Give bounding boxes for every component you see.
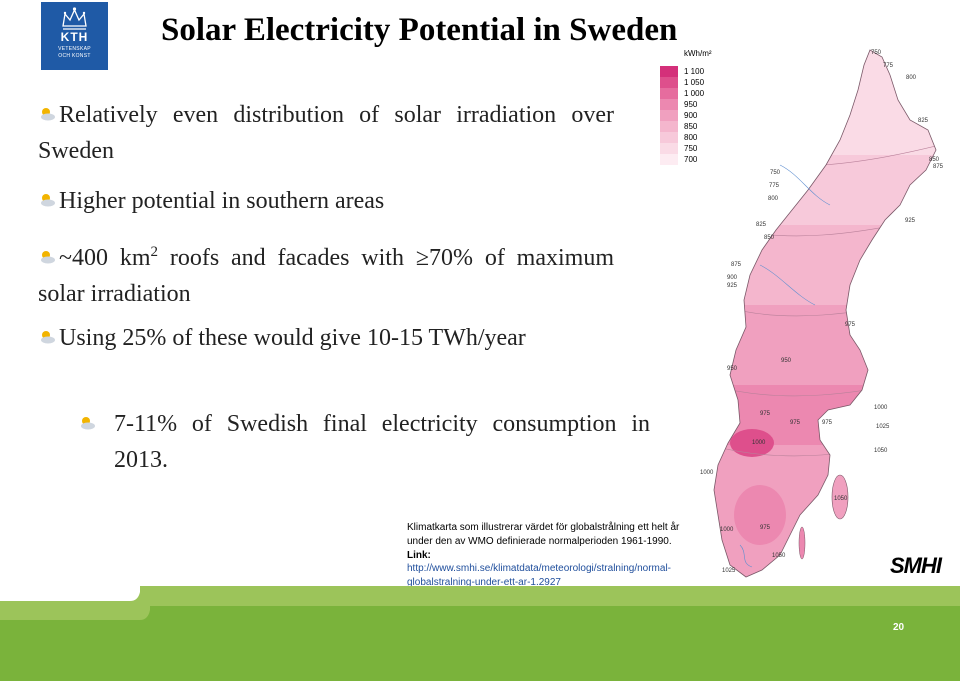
contour-label: 825 xyxy=(756,222,767,228)
contour-label: 850 xyxy=(929,157,940,163)
legend-row: 1 000 xyxy=(660,88,760,100)
legend-swatch xyxy=(660,77,678,88)
contour-label: 825 xyxy=(918,118,929,124)
legend-swatch xyxy=(660,143,678,154)
bullet-4: Using 25% of these would give 10-15 TWh/… xyxy=(38,320,614,356)
caption-link-label: Link: xyxy=(407,549,431,561)
legend-row: 700 xyxy=(660,154,760,166)
logo-name: KTH xyxy=(60,30,89,44)
contour-label: 1050 xyxy=(834,496,848,502)
contour-label: 1050 xyxy=(772,553,786,559)
contour-label: 975 xyxy=(790,420,801,426)
legend-row: 900 xyxy=(660,110,760,122)
sun-cloud-icon xyxy=(41,108,55,121)
sun-cloud-icon xyxy=(41,251,55,264)
contour-label: 1000 xyxy=(874,405,888,411)
contour-label: 950 xyxy=(727,366,738,372)
sun-cloud-icon xyxy=(81,417,95,430)
map-legend-title: kWh/m² xyxy=(684,49,712,58)
contour-label: 950 xyxy=(781,358,792,364)
contour-label: 1000 xyxy=(700,470,714,476)
contour-label: 975 xyxy=(845,322,856,328)
slide-title: Solar Electricity Potential in Sweden xyxy=(161,12,678,48)
legend-swatch xyxy=(660,88,678,99)
caption-text: Klimatkarta som illustrerar värdet för g… xyxy=(407,522,680,547)
contour-label: 1000 xyxy=(720,527,734,533)
sun-cloud-icon xyxy=(41,331,55,344)
bullet-4-text: Using 25% of these would give 10-15 TWh/… xyxy=(59,325,526,351)
contour-label: 900 xyxy=(727,275,738,281)
bullet-1: Relatively even distribution of solar ir… xyxy=(38,97,614,169)
sun-cloud-icon xyxy=(41,194,55,207)
sweden-irradiation-map xyxy=(713,49,937,578)
bullet-3-pre: ~400 km xyxy=(59,245,151,271)
legend-swatch xyxy=(660,154,678,165)
contour-label: 975 xyxy=(822,420,833,426)
page-number: 20 xyxy=(893,622,905,633)
bullet-1-text: Relatively even distribution of solar ir… xyxy=(38,102,614,164)
crown-icon xyxy=(62,7,87,30)
legend-swatch xyxy=(660,66,678,77)
map-caption: Klimatkarta som illustrerar värdet för g… xyxy=(407,521,707,590)
smhi-logo: SMHI xyxy=(890,553,942,578)
legend-row: 850 xyxy=(660,121,760,133)
legend-swatch xyxy=(660,110,678,121)
legend-label: 850 xyxy=(684,122,698,131)
contour-label: 775 xyxy=(883,63,894,69)
kth-logo: KTH VETENSKAP OCH KONST xyxy=(41,2,108,70)
contour-label: 925 xyxy=(905,218,916,224)
contour-label: 800 xyxy=(768,196,779,202)
legend-label: 1 100 xyxy=(684,67,705,76)
bullet-3-sup: 2 xyxy=(150,244,159,260)
sub-bullet-1-text: 7-11% of Swedish final electricity consu… xyxy=(114,411,650,473)
contour-label: 875 xyxy=(731,262,742,268)
contour-label: 975 xyxy=(760,525,771,531)
contour-label: 1025 xyxy=(876,424,890,430)
footer-band xyxy=(0,586,960,681)
legend-label: 1 000 xyxy=(684,89,705,98)
legend-label: 950 xyxy=(684,100,698,109)
bullet-2: Higher potential in southern areas xyxy=(38,183,614,219)
contour-label: 1050 xyxy=(874,448,888,454)
contour-label: 875 xyxy=(933,164,944,170)
contour-label: 850 xyxy=(764,235,775,241)
contour-label: 925 xyxy=(727,283,738,289)
caption-link[interactable]: http://www.smhi.se/klimatdata/meteorolog… xyxy=(407,563,671,589)
legend-label: 750 xyxy=(684,144,698,153)
legend-label: 700 xyxy=(684,155,698,164)
contour-label: 750 xyxy=(770,170,781,176)
legend-swatch xyxy=(660,121,678,132)
sub-bullet-1: 7-11% of Swedish final electricity consu… xyxy=(78,406,650,478)
legend-label: 900 xyxy=(684,111,698,120)
legend-label: 800 xyxy=(684,133,698,142)
contour-label: 750 xyxy=(871,50,882,56)
legend-row: 1 050 xyxy=(660,77,760,89)
contour-label: 775 xyxy=(769,183,780,189)
contour-label: 800 xyxy=(906,75,917,81)
legend-swatch xyxy=(660,132,678,143)
legend-row: 1 100 xyxy=(660,66,760,78)
contour-label: 1025 xyxy=(722,568,736,574)
oland-island xyxy=(798,526,806,560)
logo-line1: VETENSKAP xyxy=(58,46,91,52)
bullet-2-text: Higher potential in southern areas xyxy=(59,188,385,214)
bullet-3: ~400 km2 roofs and facades with ≥70% of … xyxy=(38,234,614,312)
bullet-3-post: roofs and facades with ≥70% of maximum s… xyxy=(38,245,614,307)
logo-line2: OCH KONST xyxy=(58,53,91,59)
contour-label: 1000 xyxy=(752,440,766,446)
legend-row: 800 xyxy=(660,132,760,144)
contour-label: 975 xyxy=(760,411,771,417)
gotland-island xyxy=(831,474,849,520)
legend-row: 950 xyxy=(660,99,760,111)
legend-swatch xyxy=(660,99,678,110)
legend-row: 750 xyxy=(660,143,760,155)
legend-label: 1 050 xyxy=(684,78,705,87)
